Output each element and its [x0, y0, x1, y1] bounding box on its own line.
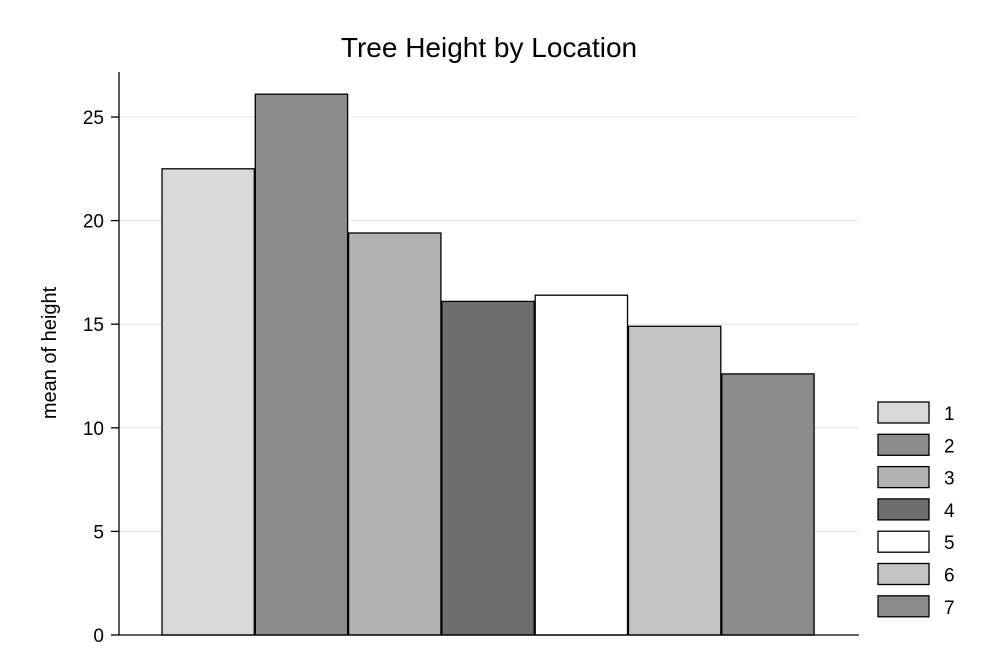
chart-title: Tree Height by Location — [341, 32, 637, 63]
legend-swatch-5 — [877, 530, 930, 553]
legend-item: 2 — [877, 433, 955, 457]
legend-swatch-3 — [877, 465, 930, 489]
legend-label: 5 — [944, 533, 955, 554]
bar-3 — [347, 232, 442, 636]
legend-label: 1 — [944, 404, 955, 425]
legend-swatch-7 — [877, 595, 930, 618]
bar-5 — [534, 294, 629, 636]
bar-1 — [161, 168, 255, 636]
legend-label: 6 — [944, 566, 955, 587]
axes — [118, 72, 859, 636]
bar-6 — [627, 325, 722, 636]
bar-7 — [721, 373, 815, 636]
legend-item: 7 — [877, 595, 955, 619]
legend-swatch-4 — [877, 498, 930, 521]
legend-item: 4 — [877, 498, 955, 522]
legend-item: 3 — [877, 465, 955, 490]
y-tick-label: 0 — [93, 626, 104, 647]
legend-item: 5 — [877, 530, 955, 554]
legend-swatch-2 — [877, 433, 930, 456]
legend-label: 3 — [944, 469, 955, 490]
legend-item: 6 — [877, 562, 955, 587]
y-ticks: 0 5 10 15 20 25 — [83, 108, 119, 647]
bar-2 — [254, 93, 349, 636]
y-tick-label: 10 — [83, 419, 104, 440]
y-tick-label: 25 — [83, 108, 104, 129]
legend-label: 7 — [944, 598, 955, 619]
bars — [161, 93, 815, 636]
legend-swatch-1 — [877, 401, 930, 424]
legend-label: 4 — [944, 501, 955, 522]
y-tick-label: 20 — [83, 212, 104, 233]
legend-item: 1 — [877, 401, 955, 425]
legend: 1 2 3 4 5 6 7 — [877, 401, 955, 619]
bar-4 — [441, 300, 535, 636]
legend-label: 2 — [944, 436, 955, 457]
legend-swatch-6 — [877, 562, 930, 586]
y-tick-label: 15 — [83, 315, 104, 336]
y-axis-label: mean of height — [39, 286, 61, 419]
y-tick-label: 5 — [93, 522, 104, 543]
